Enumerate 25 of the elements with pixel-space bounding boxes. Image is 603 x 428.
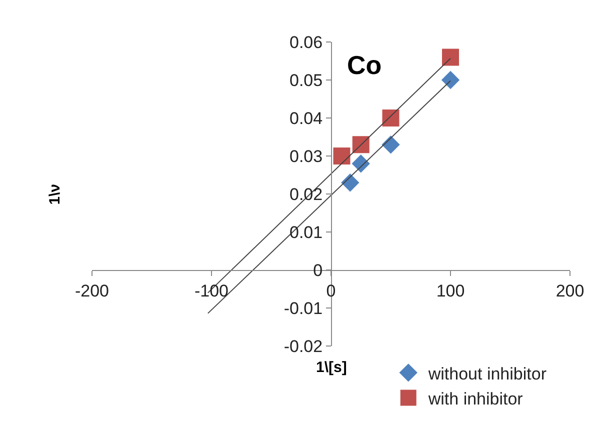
point [382,110,400,126]
legend-label: without inhibitor [427,364,547,384]
y-tick-label: 0 [313,260,323,280]
point [382,136,400,154]
point [352,136,370,154]
chart-title: Co [347,50,382,80]
y-tick-label: -0.01 [284,298,323,318]
point [441,70,460,90]
y-tick-label: 0.01 [290,222,323,242]
y-axis-title: 1\ν [46,184,64,205]
point [442,48,459,66]
x-axis-title: 1\[s] [316,359,347,376]
y-tick-label: 0.05 [290,70,323,90]
x-tick-label: -200 [74,281,110,300]
y-tick-label: 0.03 [290,146,323,166]
x-tick-label: 100 [436,281,465,300]
y-tick-label: -0.02 [284,336,323,356]
legend-label: with inhibitor [427,389,524,408]
point [352,154,370,173]
y-tick-label: 0.04 [290,108,323,128]
y-tick-label: 0.06 [290,32,323,52]
x-tick-label: 0 [326,281,336,300]
x-tick-label: 200 [556,281,584,300]
point [333,148,350,164]
point [341,174,360,192]
